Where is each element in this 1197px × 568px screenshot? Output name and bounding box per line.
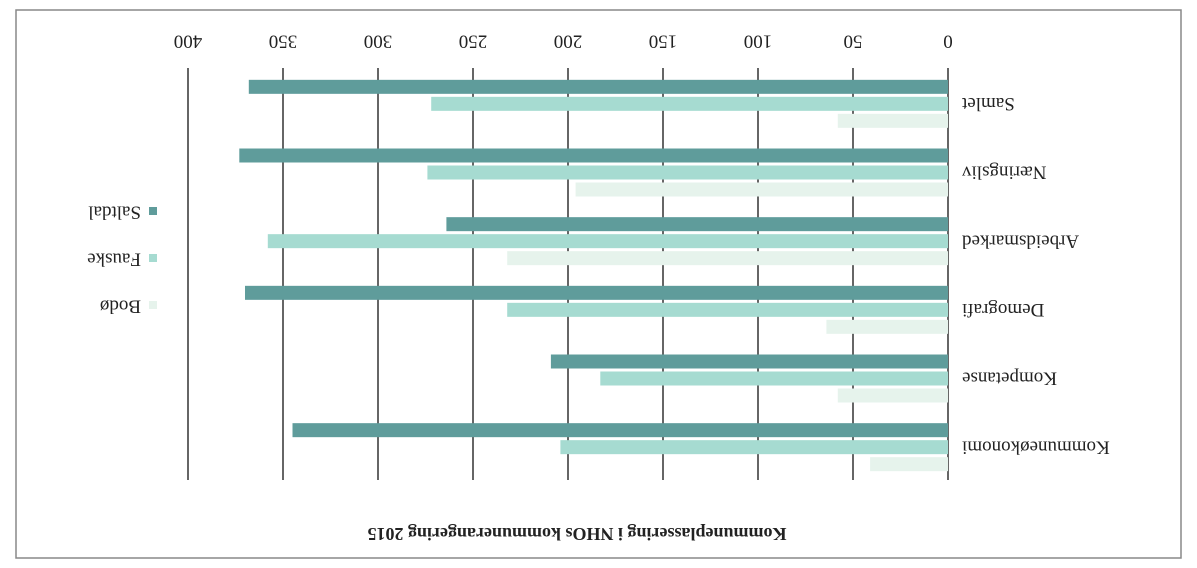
legend-label: Fauske (87, 249, 141, 270)
x-tick-label: 0 (943, 31, 953, 52)
bar (870, 457, 948, 472)
legend-label: Bodø (100, 296, 141, 317)
x-tick-label: 350 (269, 31, 298, 52)
y-tick-label: Samlet (961, 93, 1014, 114)
y-tick-label: Arbeidsmarked (962, 230, 1080, 251)
x-tick-label: 100 (744, 31, 773, 52)
bar (431, 96, 948, 111)
y-tick-label: Kompetanse (962, 368, 1057, 389)
bar (292, 423, 948, 438)
bar (245, 285, 948, 300)
bar (446, 217, 948, 232)
y-tick-label: Demografi (962, 299, 1044, 320)
x-tick-label: 50 (844, 31, 863, 52)
y-tick-label: Næringsliv (962, 162, 1047, 183)
legend-swatch (149, 301, 157, 309)
x-tick-label: 300 (364, 31, 393, 52)
legend-swatch (149, 254, 157, 262)
y-tick-label: Kommuneøkonomi (962, 436, 1110, 457)
x-tick-label: 400 (174, 31, 203, 52)
bar (837, 388, 948, 403)
bar (560, 440, 948, 455)
frame (15, 9, 1182, 559)
bar (600, 371, 948, 386)
legend-label: Saltdal (88, 202, 141, 223)
bar (267, 234, 948, 249)
bar (507, 302, 948, 317)
bar (427, 165, 948, 180)
bar (826, 319, 948, 334)
x-tick-label: 250 (459, 31, 488, 52)
bar (575, 182, 948, 197)
rotated-scan: Kommuneplassering i NHOs kommunerangerin… (15, 9, 1182, 559)
legend-swatch (149, 207, 157, 215)
x-tick-label: 150 (649, 31, 678, 52)
bar (239, 148, 948, 163)
bar (550, 354, 948, 369)
bar (507, 251, 948, 266)
bar (248, 79, 948, 94)
chart-title: Kommuneplassering i NHOs kommunerangerin… (367, 524, 786, 544)
x-tick-label: 200 (554, 31, 583, 52)
bar (837, 113, 948, 128)
